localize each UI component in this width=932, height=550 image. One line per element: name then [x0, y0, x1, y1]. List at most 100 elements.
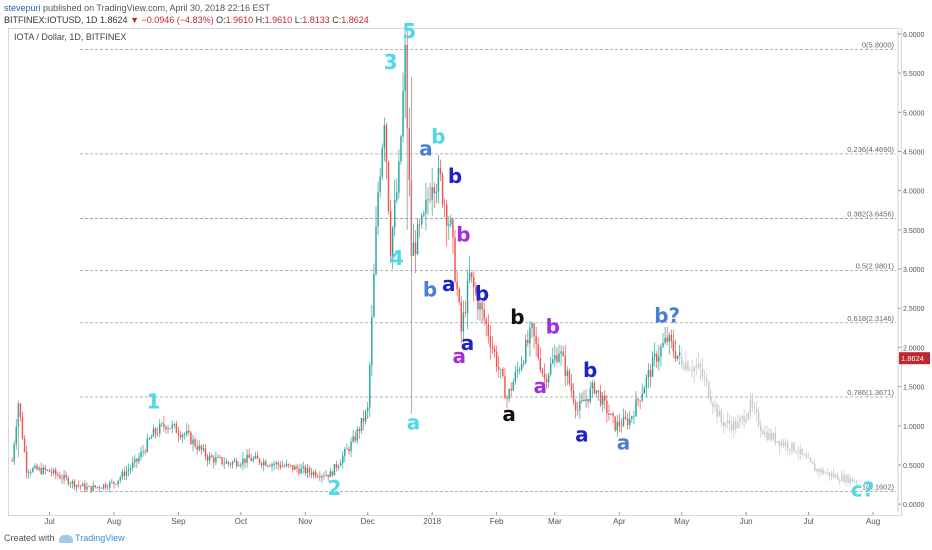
projection-candle [693, 366, 695, 372]
projection-candle [849, 478, 851, 483]
projection-candle [820, 469, 822, 473]
wave-annotation: a [575, 422, 589, 446]
projection-candle [678, 356, 681, 359]
price-candle [545, 378, 548, 383]
price-candle [242, 458, 244, 465]
projection-candle [714, 404, 716, 408]
price-candle [666, 337, 668, 342]
price-candle [19, 403, 22, 417]
x-tick-label: Mar [548, 517, 562, 526]
price-candle [92, 485, 94, 491]
price-candle [653, 353, 656, 357]
y-tick-label: 1.5000 [903, 385, 925, 392]
price-candle [104, 484, 107, 488]
price-candle [635, 399, 637, 417]
projection-candle [703, 376, 706, 378]
price-candle [656, 353, 658, 362]
price-candle [487, 324, 490, 336]
wave-annotation: b [475, 281, 489, 305]
author-name[interactable]: stevepuri [4, 3, 41, 13]
price-candle [32, 468, 34, 472]
price-candle [38, 467, 40, 470]
price-candle [246, 454, 248, 463]
projection-candle [851, 478, 853, 482]
price-candle [294, 466, 296, 470]
price-candle [346, 448, 348, 450]
price-candle [458, 289, 460, 303]
projection-candle [687, 361, 689, 371]
price-candle [150, 436, 153, 439]
wave-annotation: a [407, 411, 421, 435]
projection-candle [743, 416, 745, 423]
price-candle [418, 224, 421, 226]
price-candle [194, 439, 196, 447]
price-candle [470, 272, 473, 277]
price-candle [302, 466, 304, 469]
price-candle [46, 469, 49, 471]
fib-level-label: 0.382(3.6456) [847, 209, 894, 218]
fib-level-label: 0.236(4.4690) [847, 145, 894, 154]
price-candle [614, 416, 616, 431]
price-candle [314, 472, 317, 477]
price-candle [235, 460, 238, 467]
price-candle [23, 438, 26, 452]
projection-candle [830, 473, 833, 477]
price-candle [491, 346, 494, 349]
price-candle [312, 472, 315, 476]
projection-candle [836, 475, 839, 481]
price-candle [275, 462, 277, 465]
price-candle [55, 469, 57, 475]
price-candle [90, 486, 92, 491]
price-candle [67, 477, 69, 485]
x-tick-label: Aug [107, 517, 121, 526]
price-candle [333, 464, 336, 476]
wave-annotation: a [617, 430, 631, 454]
price-candle [283, 465, 286, 467]
price-candle [508, 389, 510, 399]
price-candle [273, 464, 275, 465]
price-candle [391, 227, 394, 257]
price-candle [369, 365, 371, 408]
price-candle [577, 410, 579, 411]
price-candle [506, 398, 508, 400]
price-candle [547, 374, 550, 383]
chart-frame[interactable] [8, 28, 902, 516]
tradingview-cloud-icon [59, 534, 74, 543]
price-candle [196, 446, 198, 450]
price-candle [595, 390, 598, 394]
tradingview-brand[interactable]: TradingView [75, 533, 125, 543]
price-candle [258, 458, 261, 464]
price-candle [125, 471, 128, 477]
price-candle [647, 369, 650, 378]
y-tick-label: 0.5000 [903, 463, 925, 470]
price-candle [221, 457, 223, 464]
price-candle [651, 356, 654, 377]
high-value: 1.9610 [264, 15, 293, 25]
wave-annotation: b [456, 223, 470, 247]
price-candle [678, 352, 681, 356]
price-candle [73, 480, 76, 488]
price-candle [660, 346, 662, 357]
projection-candle [803, 453, 806, 456]
projection-candle [789, 449, 791, 451]
price-candle [502, 369, 504, 377]
price-candle [348, 448, 350, 452]
price-candle [167, 428, 169, 430]
price-candle [618, 421, 621, 426]
price-candle [244, 458, 246, 463]
published-text: published on TradingView.com, April 30, … [43, 3, 271, 13]
price-candle [159, 424, 161, 434]
price-candle [525, 339, 527, 363]
projection-candle [718, 411, 720, 417]
price-candle [154, 428, 157, 434]
price-candle [179, 435, 182, 438]
y-tick-label: 2.5000 [903, 306, 925, 313]
price-candle [500, 369, 502, 370]
price-candle [433, 187, 435, 194]
projection-candle [760, 425, 762, 431]
projection-candle [824, 472, 826, 474]
projection-candle [791, 442, 793, 451]
price-candle [387, 162, 390, 212]
price-candle [466, 280, 469, 314]
